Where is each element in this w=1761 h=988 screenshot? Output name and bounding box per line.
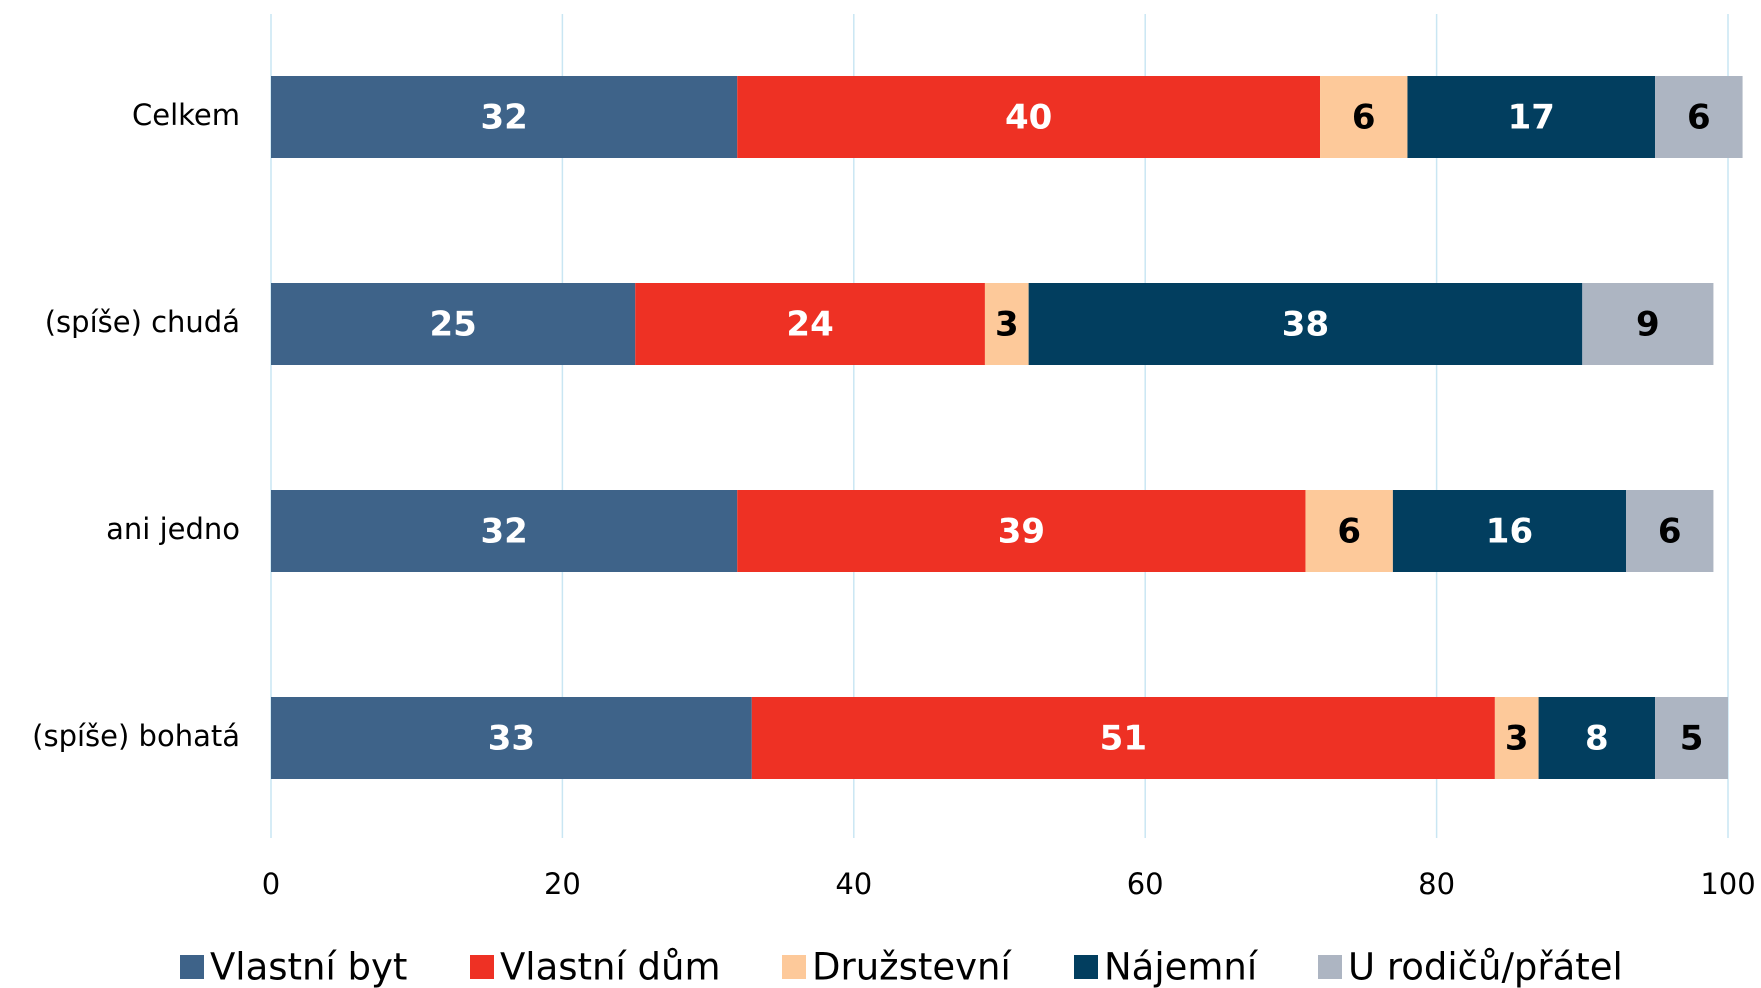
y-tick-label: (spíše) bohatá [32, 719, 240, 753]
x-tick-label: 100 [1700, 867, 1755, 901]
bar-segment [1305, 490, 1393, 572]
data-label: 3 [1505, 719, 1529, 759]
y-tick-label: ani jedno [106, 512, 240, 546]
x-tick-label: 20 [544, 867, 581, 901]
x-tick-label: 60 [1127, 867, 1164, 901]
data-label: 32 [480, 98, 527, 138]
bar-segment [751, 697, 1495, 779]
bar-segment [1626, 490, 1714, 572]
bar-segment [737, 76, 1321, 158]
data-label: 6 [1658, 512, 1682, 552]
bar-segment [1538, 697, 1656, 779]
bar-segment [1655, 697, 1728, 779]
data-label: 9 [1636, 305, 1660, 345]
data-label: 38 [1282, 305, 1329, 345]
data-label: 51 [1100, 719, 1147, 759]
bar-segment [271, 283, 636, 365]
data-label: 39 [998, 512, 1045, 552]
data-label: 16 [1486, 512, 1533, 552]
data-label: 25 [429, 305, 476, 345]
bar-segment [1407, 76, 1656, 158]
bar-segment [635, 283, 985, 365]
bar-segment [1655, 76, 1743, 158]
bar-segment [1494, 697, 1539, 779]
bar-segment [271, 697, 752, 779]
legend-label: Vlastní byt [210, 946, 407, 988]
data-label: 32 [480, 512, 527, 552]
x-tick-label: 0 [262, 867, 280, 901]
data-label: 17 [1508, 98, 1555, 138]
legend-label: U rodičů/přátel [1348, 946, 1623, 988]
bar-segment [1320, 76, 1408, 158]
y-tick-label: Celkem [132, 98, 240, 132]
legend-label: Nájemní [1104, 946, 1259, 988]
legend-swatch [470, 955, 494, 979]
bar-segment [1392, 490, 1627, 572]
legend-swatch [782, 955, 806, 979]
bar-segment [737, 490, 1306, 572]
bar-segment [271, 490, 738, 572]
bar-segment [984, 283, 1029, 365]
x-tick-label: 80 [1418, 867, 1455, 901]
data-label: 6 [1337, 512, 1361, 552]
legend-swatch [1074, 955, 1098, 979]
legend-swatch [1318, 955, 1342, 979]
x-tick-label: 40 [835, 867, 872, 901]
legend-label: Družstevní [812, 946, 1012, 988]
data-label: 3 [995, 305, 1019, 345]
data-label: 6 [1352, 98, 1376, 138]
legend-swatch [180, 955, 204, 979]
data-label: 33 [488, 719, 535, 759]
data-label: 24 [786, 305, 833, 345]
data-label: 5 [1680, 719, 1704, 759]
bar-segment [1028, 283, 1583, 365]
legend-label: Vlastní dům [500, 946, 721, 988]
bar-segment [271, 76, 738, 158]
data-label: 40 [1005, 98, 1052, 138]
data-label: 8 [1585, 719, 1609, 759]
data-label: 6 [1687, 98, 1711, 138]
bar-segment [1582, 283, 1714, 365]
y-tick-label: (spíše) chudá [45, 305, 240, 339]
